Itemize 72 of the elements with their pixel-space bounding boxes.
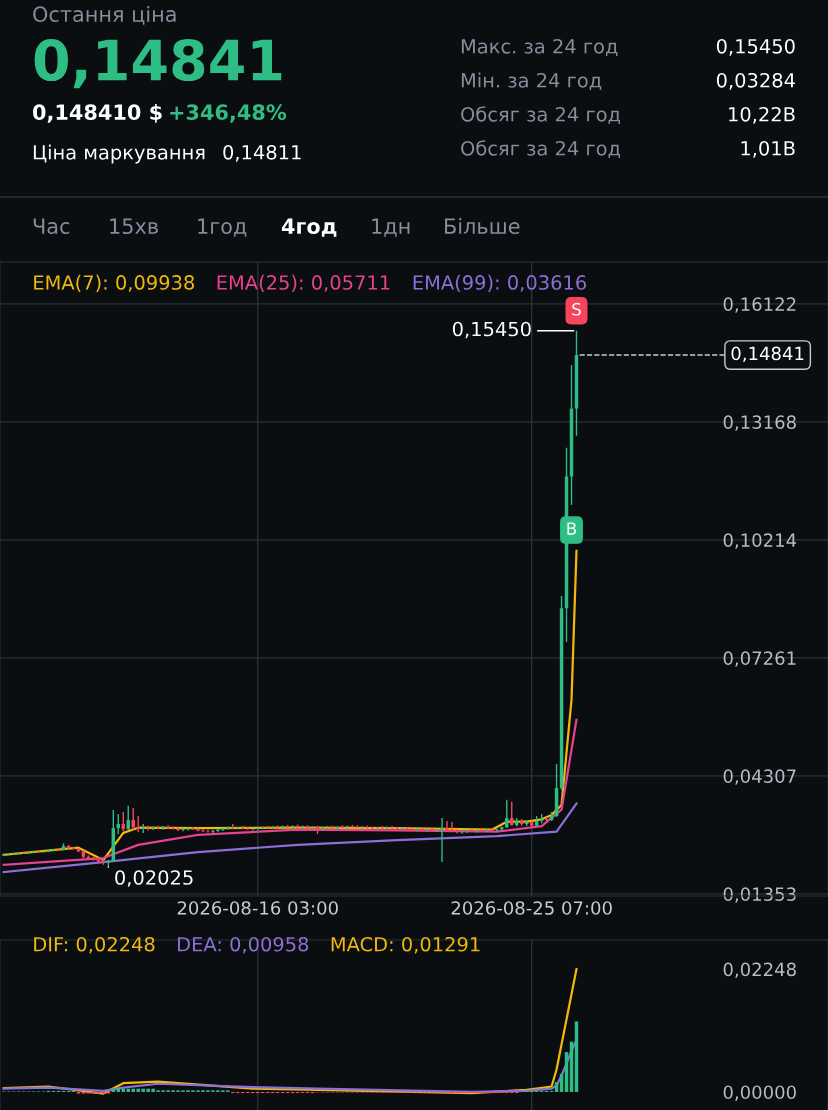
candlestick (450, 821, 454, 833)
candlestick (410, 827, 414, 832)
candlestick (161, 825, 165, 831)
text: 1,01B (741, 140, 795, 158)
candlestick (171, 825, 175, 831)
y-tick-label: 0,01353 (723, 887, 796, 903)
candlestick (440, 817, 444, 863)
text: EMA(99): 0,03616 (413, 274, 587, 293)
candlestick (181, 827, 185, 832)
line-series (2, 718, 578, 866)
text: Час (33, 218, 70, 235)
y-tick-label: 0,04307 (723, 769, 796, 785)
text: 1дн (372, 218, 410, 237)
y-tick-label: 0,13168 (723, 415, 796, 431)
candlestick (231, 823, 235, 830)
candlestick (176, 826, 180, 832)
candlestick (455, 828, 459, 834)
x-tick-label: 2026-08-16 03:00 (177, 901, 338, 915)
candlestick (211, 829, 215, 834)
y-tick-label: 0,10214 (723, 533, 797, 549)
text: 0,14811 (223, 144, 301, 162)
annotation: 0,15450 (452, 321, 531, 339)
candlestick (445, 820, 449, 832)
text: 0,15450 (716, 38, 795, 56)
text: 10,22B (729, 106, 795, 124)
text: EMA(7): 0,09938 (34, 274, 195, 293)
text: 15хв (110, 218, 158, 235)
candlestick (226, 825, 230, 831)
text: +346,48% (170, 104, 287, 123)
x-tick-label: 2026-08-25 07:00 (451, 901, 612, 915)
y-tick-label: 0,00000 (723, 1085, 796, 1101)
text: 1год (198, 218, 247, 237)
text: Остання ціна (33, 5, 176, 25)
candlestick (400, 826, 404, 831)
annotation: 0,02025 (115, 870, 193, 887)
candlestick (430, 827, 434, 832)
text: DIF: 0,02248 (34, 936, 155, 954)
text: 0,14841 (34, 39, 282, 89)
ref-line-label: 0,14841 (731, 346, 804, 363)
candlestick (166, 824, 170, 830)
text: DEA: 0,00958 (178, 936, 309, 954)
y-tick-label: 0,16122 (723, 297, 796, 313)
line-series (2, 967, 578, 1095)
text: Макс. за 24 год (461, 38, 618, 57)
candlestick (425, 827, 429, 833)
y-tick-label: 0,02248 (723, 962, 796, 979)
text: Більше (445, 217, 520, 235)
annotation: MACD: 0,01291 (331, 936, 480, 954)
text: 0,03284 (716, 72, 795, 90)
text: Мін. за 24 год (461, 72, 602, 91)
candlestick (151, 825, 155, 831)
line-series (2, 549, 578, 862)
annotation: B (567, 522, 577, 535)
text: Обсяг за 24 год (461, 140, 620, 159)
line-series (2, 1038, 578, 1094)
candlestick (505, 799, 509, 829)
candlestick (131, 807, 135, 831)
y-tick-label: 0,07261 (723, 651, 796, 667)
candlestick (465, 828, 469, 834)
annotation: S (572, 302, 581, 316)
candlestick (405, 826, 409, 831)
candlestick (475, 828, 479, 834)
text: Ціна маркування (33, 144, 205, 164)
candlestick (470, 828, 474, 833)
text: 0,148410 $ (33, 103, 162, 123)
text: Обсяг за 24 год (461, 106, 620, 125)
text: 4год (281, 218, 337, 237)
candlestick (415, 827, 419, 832)
candlestick (460, 829, 464, 835)
candlestick (191, 826, 195, 831)
text: EMA(25): 0,05711 (217, 274, 390, 293)
candlestick (141, 823, 145, 834)
